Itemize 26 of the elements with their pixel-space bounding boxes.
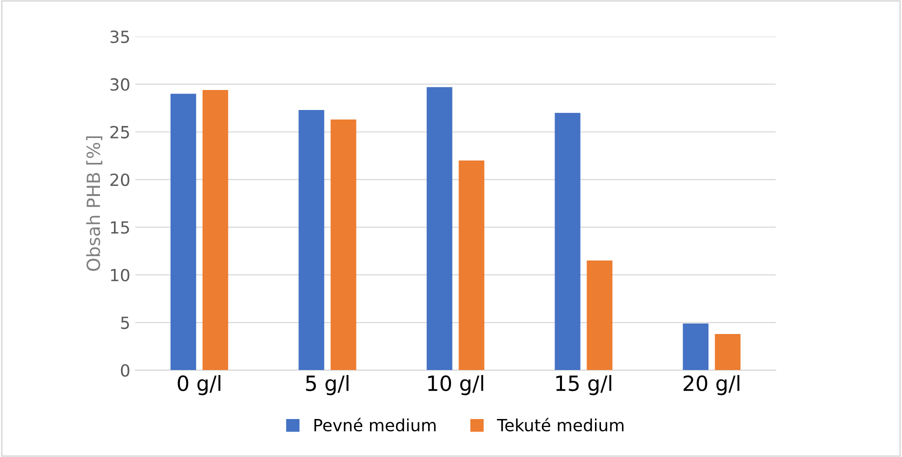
bar xyxy=(202,90,228,370)
bar xyxy=(714,334,740,370)
y-tick-label: 35 xyxy=(110,30,129,44)
x-tick-label: 0 g/l xyxy=(178,375,220,396)
x-tick-label: 15 g/l xyxy=(556,375,612,396)
bar xyxy=(170,94,196,370)
x-tick-label: 10 g/l xyxy=(428,375,484,396)
legend-label: Tekuté medium xyxy=(496,418,624,432)
x-tick-label: 5 g/l xyxy=(306,375,348,396)
bar xyxy=(426,87,452,370)
bar xyxy=(586,260,612,370)
y-axis-title: Obsah PHB [%] xyxy=(86,136,102,271)
y-tick-label: 0 xyxy=(120,364,130,377)
y-tick-label: 15 xyxy=(111,221,129,234)
bar xyxy=(330,119,356,370)
y-tick-label: 25 xyxy=(110,126,129,138)
bar xyxy=(458,160,484,370)
bar xyxy=(298,110,324,370)
bar xyxy=(682,323,708,370)
x-tick-label: 20 g/l xyxy=(684,375,740,396)
y-tick-label: 20 xyxy=(110,174,130,186)
y-tick-label: 10 xyxy=(111,268,130,282)
y-tick-label: 5 xyxy=(121,316,129,330)
bar xyxy=(554,112,580,370)
y-tick-label: 30 xyxy=(110,78,130,91)
legend-label: Pevné medium xyxy=(314,418,436,432)
